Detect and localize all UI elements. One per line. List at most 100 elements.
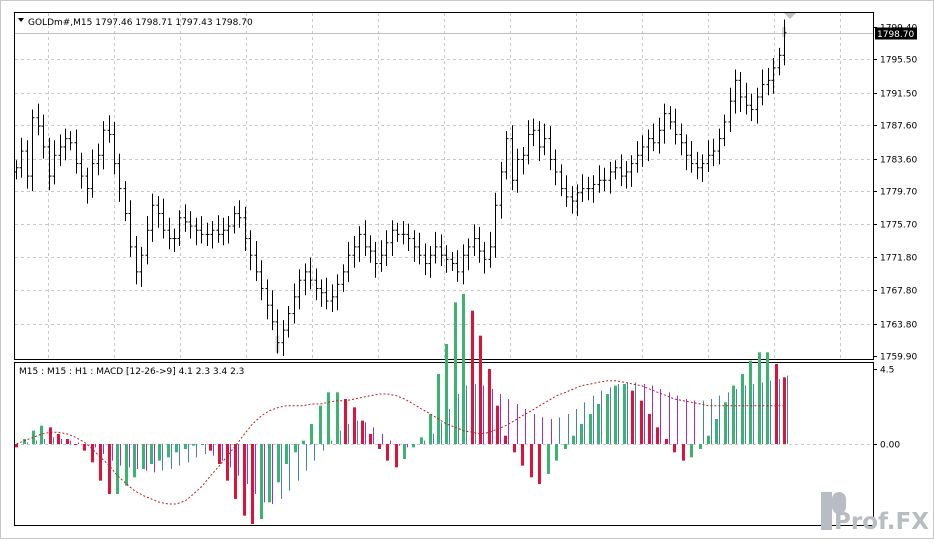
macd-histogram-bar [631, 390, 634, 444]
ohlc-bar [90, 149, 95, 198]
ohlc-bar [183, 204, 188, 232]
ohlc-bar [128, 200, 133, 257]
price-tick-label: 1767.80 [880, 287, 917, 297]
ohlc-bar [292, 283, 297, 324]
macd-histogram-bar [344, 399, 347, 444]
ohlc-bar [275, 309, 280, 354]
symbol-menu-triangle-icon[interactable] [18, 18, 24, 22]
ohlc-bar [79, 152, 84, 189]
ohlc-bar [586, 176, 591, 201]
ohlc-bar [695, 151, 700, 180]
macd-histogram-bar [243, 444, 246, 516]
ohlc-bar [248, 230, 253, 271]
ohlc-bar [303, 263, 308, 296]
ohlc-bar [559, 164, 564, 197]
macd-histogram-bar [648, 414, 651, 444]
ohlc-bar [493, 192, 498, 258]
macd-histogram-bar [201, 444, 204, 445]
macd-histogram-bar [597, 404, 600, 444]
ohlc-bar [537, 121, 542, 162]
macd-histogram-bar [327, 392, 330, 444]
ohlc-bar [330, 284, 335, 312]
ohlc-bar [25, 140, 30, 189]
ohlc-bar [662, 103, 667, 144]
ohlc-bar [515, 148, 520, 193]
ohlc-bar [19, 137, 24, 178]
macd-histogram-bar [378, 444, 381, 449]
macd-histogram-bar [479, 335, 482, 444]
macd-histogram-bar [234, 444, 237, 499]
macd-indicator-label: M15 : M15 : H1 : MACD [12-26->9] 4.1 2.3… [19, 367, 244, 377]
price-tick-label: 1763.80 [880, 321, 917, 331]
macd-histogram-bar [640, 400, 643, 444]
macd-histogram-bar [15, 444, 18, 448]
macd-histogram-bar [218, 444, 221, 464]
macd-histogram-bar [74, 444, 77, 445]
ohlc-bar [689, 141, 694, 173]
macd-panel[interactable]: 4.5 0.00 M15 : M15 : H1 : MACD [12-26->9]… [14, 294, 901, 526]
ohlc-bar [531, 118, 536, 147]
macd-tick-label: 0.00 [880, 441, 900, 451]
svg-text:1798.70: 1798.70 [877, 30, 914, 40]
macd-histogram-bar [403, 444, 406, 459]
ohlc-bar [237, 200, 242, 228]
macd-axis: 4.5 0.00 [873, 366, 900, 451]
macd-histogram-bar [268, 444, 271, 503]
macd-histogram-bar [226, 444, 229, 481]
ohlc-bar [597, 165, 602, 193]
macd-histogram-bar [589, 414, 592, 444]
macd-histogram-bar [614, 385, 617, 444]
current-price-label: 1798.70 [875, 27, 917, 40]
price-panel[interactable]: 1799.401795.501791.501787.601783.601779.… [14, 12, 918, 526]
ohlc-bar [194, 217, 199, 246]
ohlc-bar [319, 279, 324, 307]
ohlc-bar [352, 236, 357, 268]
macd-histogram-bar [496, 405, 499, 444]
ohlc-bar [575, 184, 580, 217]
ohlc-bar [619, 154, 624, 187]
symbol-header: GOLDm#,M15 1797.46 1798.71 1797.43 1798.… [28, 18, 253, 28]
macd-histogram-bar [395, 444, 398, 468]
ohlc-bar [771, 57, 776, 94]
ohlc-bar [417, 232, 422, 265]
ohlc-bar [368, 235, 373, 263]
macd-histogram-bar [353, 407, 356, 444]
ohlc-bar [510, 125, 515, 191]
macd-histogram-bar [555, 444, 558, 461]
ohlc-bar [357, 226, 362, 262]
macd-histogram-bar [429, 414, 432, 444]
price-tick-label: 1775.70 [880, 221, 917, 231]
macd-histogram-bar [40, 425, 43, 444]
macd-histogram-bar [724, 402, 727, 444]
macd-histogram-bar [521, 444, 524, 466]
macd-histogram-bar [488, 369, 491, 444]
ohlc-bar [450, 251, 455, 272]
ohlc-bar [679, 123, 684, 156]
ohlc-bar [107, 115, 112, 143]
ohlc-bar [134, 236, 139, 285]
macd-histogram-bar [749, 360, 752, 444]
price-tick-label: 1779.70 [880, 188, 917, 198]
ohlc-bar [172, 228, 177, 252]
ohlc-bar [314, 268, 319, 301]
macd-histogram-bar [108, 444, 111, 494]
macd-histogram-bar [125, 444, 128, 486]
chart-shift-marker-icon[interactable] [784, 13, 796, 19]
macd-histogram-bar [192, 444, 195, 446]
ohlc-bar [608, 161, 613, 194]
macd-histogram-bar [580, 424, 583, 444]
watermark-logo: Prof.FX [821, 492, 929, 535]
ohlc-bar [477, 226, 482, 263]
ohlc-bar [766, 67, 771, 96]
ohlc-bar [270, 290, 275, 331]
ohlc-bar [145, 216, 150, 265]
macd-histogram-bar [437, 374, 440, 444]
macd-histogram-bar [302, 440, 305, 444]
ohlc-bar [221, 217, 226, 246]
macd-histogram-bar [294, 444, 297, 453]
ohlc-bar [47, 137, 52, 191]
ohlc-bar [297, 269, 302, 310]
macd-histogram-bar [623, 384, 626, 444]
ohlc-bar [379, 240, 384, 272]
